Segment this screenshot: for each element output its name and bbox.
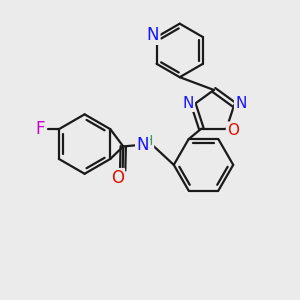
Text: N: N (182, 96, 194, 111)
Text: H: H (143, 134, 153, 148)
Text: N: N (136, 136, 149, 154)
Text: O: O (227, 123, 239, 138)
Text: F: F (36, 120, 45, 138)
Text: O: O (111, 169, 124, 187)
Text: N: N (235, 96, 247, 111)
Text: N: N (147, 26, 159, 44)
